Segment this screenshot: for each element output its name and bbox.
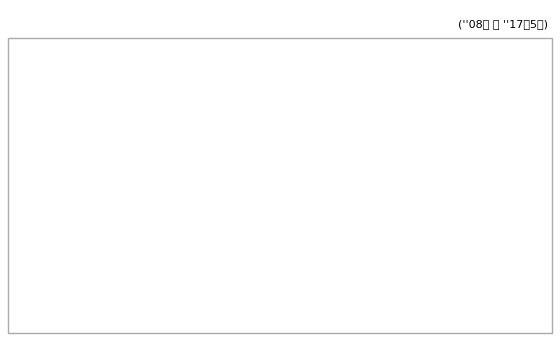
Wedge shape [168, 67, 229, 174]
Wedge shape [48, 54, 288, 294]
Text: 아모레퍼시픽 1.2%: 아모레퍼시픽 1.2% [175, 59, 371, 109]
Wedge shape [168, 60, 214, 174]
Wedge shape [168, 75, 241, 174]
Wedge shape [168, 56, 197, 174]
Wedge shape [168, 63, 222, 174]
Wedge shape [168, 54, 179, 174]
Text: 기타(중소기업, 개인,
연구소, 학교 등)
89.5%: 기타(중소기업, 개인, 연구소, 학교 등) 89.5% [122, 164, 185, 203]
Text: 지멘스 1.0%: 지멘스 1.0% [188, 62, 354, 253]
Text: 포스코 1.2%: 포스코 1.2% [179, 60, 354, 157]
Text: 도레이 1.0%: 도레이 1.0% [190, 63, 354, 277]
Text: 보쉬 1.0%: 보쉬 1.0% [186, 62, 348, 229]
Wedge shape [168, 71, 235, 174]
Text: LG전자 1.5%: LG전자 1.5% [172, 59, 361, 85]
Wedge shape [168, 55, 188, 174]
Text: 샤드 1.2%: 샤드 1.2% [181, 61, 348, 181]
Bar [8, 38, 552, 333]
Text: BASF 1.2%: BASF 1.2% [177, 60, 361, 133]
Wedge shape [168, 58, 206, 174]
Text: 태평양 시멘트 1.2%: 태평양 시멘트 1.2% [184, 61, 374, 205]
Text: (''08년 ～ ''17녉5월): (''08년 ～ ''17녉5월) [458, 19, 548, 29]
